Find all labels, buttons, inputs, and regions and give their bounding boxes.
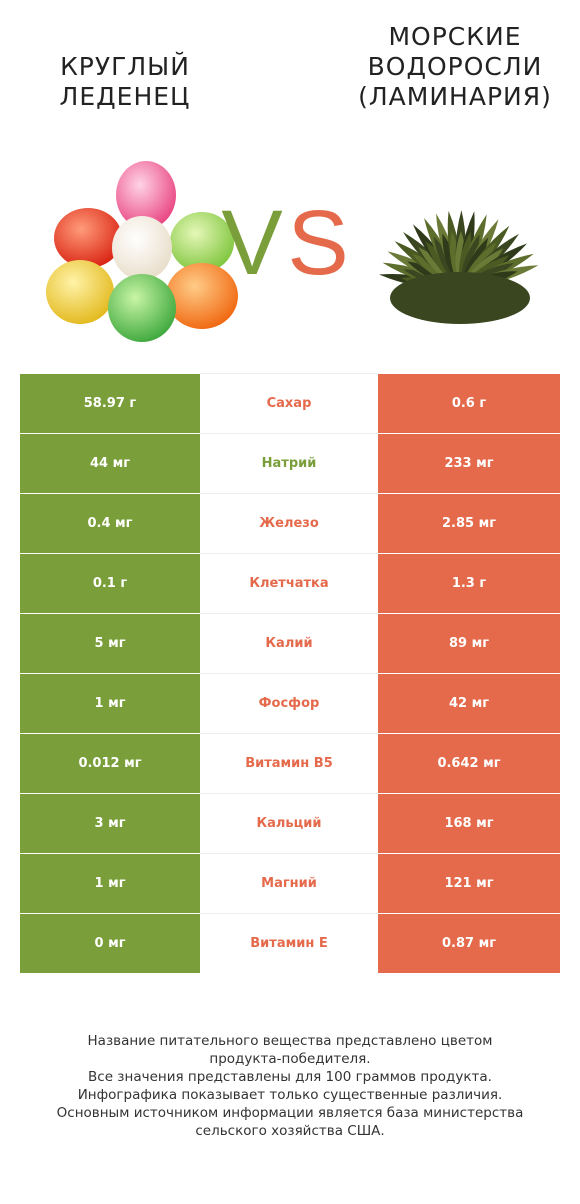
footnote-line-4: Инфографика показывает только существенн… [77, 1087, 503, 1103]
right-value: 121 мг [378, 853, 560, 914]
right-value: 0.6 г [378, 373, 560, 434]
round-candy-image [46, 161, 238, 342]
candy-yellow [46, 260, 114, 324]
right-product-title: МОРСКИЕ ВОДОРОСЛИ (ЛАМИНАРИЯ) [350, 22, 560, 112]
left-title-line-2: ЛЕДЕНЕЦ [59, 82, 191, 111]
candy-green [108, 274, 176, 342]
table-row: 0 мг Витамин E 0.87 мг [20, 913, 560, 974]
left-value: 1 мг [20, 853, 200, 914]
vs-v-letter: V [222, 192, 283, 294]
nutrient-name: Натрий [200, 433, 378, 494]
candy-orange [166, 263, 238, 329]
right-value: 0.87 мг [378, 913, 560, 974]
vs-label: V S [222, 192, 349, 294]
footnote: Название питательного вещества представл… [20, 1032, 560, 1140]
right-title-line-1: МОРСКИЕ [388, 22, 522, 51]
nutrient-name: Железо [200, 493, 378, 554]
right-title-line-2: ВОДОРОСЛИ [367, 52, 543, 81]
candy-lime [170, 212, 234, 272]
table-row: 1 мг Магний 121 мг [20, 853, 560, 914]
candy-red [54, 208, 122, 268]
left-value: 3 мг [20, 793, 200, 854]
candy-pink [116, 161, 176, 229]
vs-s-letter: S [287, 192, 348, 294]
left-value: 0 мг [20, 913, 200, 974]
table-row: 5 мг Калий 89 мг [20, 613, 560, 674]
right-title-line-3: (ЛАМИНАРИЯ) [358, 82, 552, 111]
right-value: 168 мг [378, 793, 560, 854]
footnote-line-6: сельского хозяйства США. [195, 1123, 385, 1139]
nutrient-name: Магний [200, 853, 378, 914]
right-value: 89 мг [378, 613, 560, 674]
right-value: 233 мг [378, 433, 560, 494]
nutrient-name: Сахар [200, 373, 378, 434]
left-product-title: КРУГЛЫЙ ЛЕДЕНЕЦ [20, 52, 230, 112]
left-value: 58.97 г [20, 373, 200, 434]
nutrient-name: Клетчатка [200, 553, 378, 614]
right-value: 0.642 мг [378, 733, 560, 794]
nutrient-name: Калий [200, 613, 378, 674]
table-row: 3 мг Кальций 168 мг [20, 793, 560, 854]
right-value: 1.3 г [378, 553, 560, 614]
footnote-line-3: Все значения представлены для 100 граммо… [88, 1069, 492, 1085]
table-row: 0.012 мг Витамин B5 0.642 мг [20, 733, 560, 794]
footnote-line-5: Основным источником информации является … [56, 1105, 524, 1121]
table-row: 0.4 мг Железо 2.85 мг [20, 493, 560, 554]
seaweed-base [390, 272, 530, 324]
nutrient-name: Витамин E [200, 913, 378, 974]
left-value: 0.4 мг [20, 493, 200, 554]
nutrient-name: Кальций [200, 793, 378, 854]
comparison-table: 58.97 г Сахар 0.6 г 44 мг Натрий 233 мг 0.4 мг… [20, 373, 560, 974]
right-value: 2.85 мг [378, 493, 560, 554]
left-value: 44 мг [20, 433, 200, 494]
left-value: 1 мг [20, 673, 200, 734]
table-row: 44 мг Натрий 233 мг [20, 433, 560, 494]
nutrient-name: Фосфор [200, 673, 378, 734]
table-row: 58.97 г Сахар 0.6 г [20, 373, 560, 434]
seaweed-image [379, 210, 539, 324]
left-value: 0.1 г [20, 553, 200, 614]
footnote-line-1: Название питательного вещества представл… [87, 1033, 493, 1049]
nutrient-name: Витамин B5 [200, 733, 378, 794]
right-value: 42 мг [378, 673, 560, 734]
left-title-line-1: КРУГЛЫЙ [60, 52, 190, 81]
footnote-line-2: продукта-победителя. [209, 1051, 371, 1067]
left-value: 5 мг [20, 613, 200, 674]
table-row: 1 мг Фосфор 42 мг [20, 673, 560, 734]
table-row: 0.1 г Клетчатка 1.3 г [20, 553, 560, 614]
left-value: 0.012 мг [20, 733, 200, 794]
candy-white [112, 216, 172, 280]
